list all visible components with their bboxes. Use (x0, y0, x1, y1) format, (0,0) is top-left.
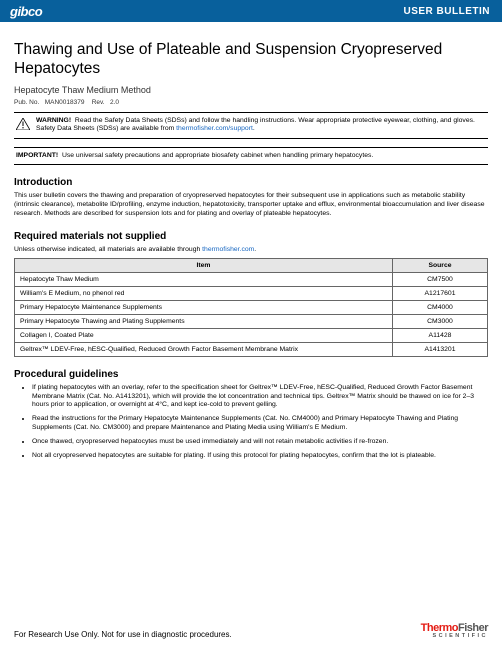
table-row: Primary Hepatocyte Thawing and Plating S… (15, 314, 488, 328)
thermofisher-logo: ThermoFisher SCIENTIFIC (421, 624, 488, 639)
materials-tbody: Hepatocyte Thaw MediumCM7500William's E … (15, 272, 488, 356)
materials-table: Item Source Hepatocyte Thaw MediumCM7500… (14, 258, 488, 357)
thermofisher-link[interactable]: thermofisher.com (202, 246, 254, 253)
rev-label: Rev. (92, 99, 105, 106)
cell-item: Geltrex™ LDEV-Free, hESC-Qualified, Redu… (15, 342, 393, 356)
warning-label: WARNING! (36, 117, 71, 124)
document-subtitle: Hepatocyte Thaw Medium Method (14, 85, 488, 95)
list-item: Read the instructions for the Primary He… (32, 415, 488, 433)
cell-item: Collagen I, Coated Plate (15, 328, 393, 342)
support-link[interactable]: thermofisher.com/support (176, 125, 253, 132)
bulletin-label: USER BULLETIN (404, 6, 491, 17)
intro-heading: Introduction (14, 177, 488, 188)
guidelines-heading: Procedural guidelines (14, 369, 488, 380)
table-row: Collagen I, Coated PlateA11428 (15, 328, 488, 342)
publication-line: Pub. No. MAN0018379 Rev. 2.0 (14, 99, 488, 106)
materials-note-pre: Unless otherwise indicated, all material… (14, 246, 202, 253)
warning-icon (16, 118, 30, 130)
page-body: Thawing and Use of Plateable and Suspens… (0, 22, 502, 460)
list-item: Once thawed, cryopreserved hepatocytes m… (32, 438, 488, 447)
warning-tail: . (253, 125, 255, 132)
cell-source: CM7500 (393, 272, 488, 286)
guidelines-list: If plating hepatocytes with an overlay, … (14, 384, 488, 461)
cell-item: Hepatocyte Thaw Medium (15, 272, 393, 286)
important-text: Use universal safety precautions and app… (62, 152, 373, 159)
logo-bottom: SCIENTIFIC (421, 634, 488, 639)
cell-item: Primary Hepatocyte Maintenance Supplemen… (15, 300, 393, 314)
warning-body: Read the Safety Data Sheets (SDSs) and f… (36, 117, 475, 132)
table-row: Hepatocyte Thaw MediumCM7500 (15, 272, 488, 286)
important-label: IMPORTANT! (16, 152, 58, 159)
document-title: Thawing and Use of Plateable and Suspens… (14, 40, 488, 79)
table-row: Geltrex™ LDEV-Free, hESC-Qualified, Redu… (15, 342, 488, 356)
col-source: Source (393, 258, 488, 272)
table-row: Primary Hepatocyte Maintenance Supplemen… (15, 300, 488, 314)
materials-heading: Required materials not supplied (14, 231, 488, 242)
cell-source: A11428 (393, 328, 488, 342)
cell-item: William's E Medium, no phenol red (15, 286, 393, 300)
header-bar: gibco USER BULLETIN (0, 0, 502, 22)
important-box: IMPORTANT! Use universal safety precauti… (14, 147, 488, 165)
rev-number: 2.0 (110, 99, 119, 106)
cell-source: CM4000 (393, 300, 488, 314)
warning-text: WARNING! Read the Safety Data Sheets (SD… (36, 117, 486, 134)
footer: For Research Use Only. Not for use in di… (14, 624, 488, 639)
materials-note: Unless otherwise indicated, all material… (14, 246, 488, 253)
cell-source: A1217601 (393, 286, 488, 300)
table-row: William's E Medium, no phenol redA121760… (15, 286, 488, 300)
cell-source: A1413201 (393, 342, 488, 356)
pub-number: MAN0018379 (45, 99, 85, 106)
col-item: Item (15, 258, 393, 272)
cell-item: Primary Hepatocyte Thawing and Plating S… (15, 314, 393, 328)
cell-source: CM3000 (393, 314, 488, 328)
intro-text: This user bulletin covers the thawing an… (14, 192, 488, 218)
footer-text: For Research Use Only. Not for use in di… (14, 630, 232, 639)
pub-label: Pub. No. (14, 99, 39, 106)
materials-note-tail: . (254, 246, 256, 253)
table-header-row: Item Source (15, 258, 488, 272)
list-item: If plating hepatocytes with an overlay, … (32, 384, 488, 410)
list-item: Not all cryopreserved hepatocytes are su… (32, 452, 488, 461)
brand-logo: gibco (10, 4, 42, 19)
warning-box: WARNING! Read the Safety Data Sheets (SD… (14, 112, 488, 139)
